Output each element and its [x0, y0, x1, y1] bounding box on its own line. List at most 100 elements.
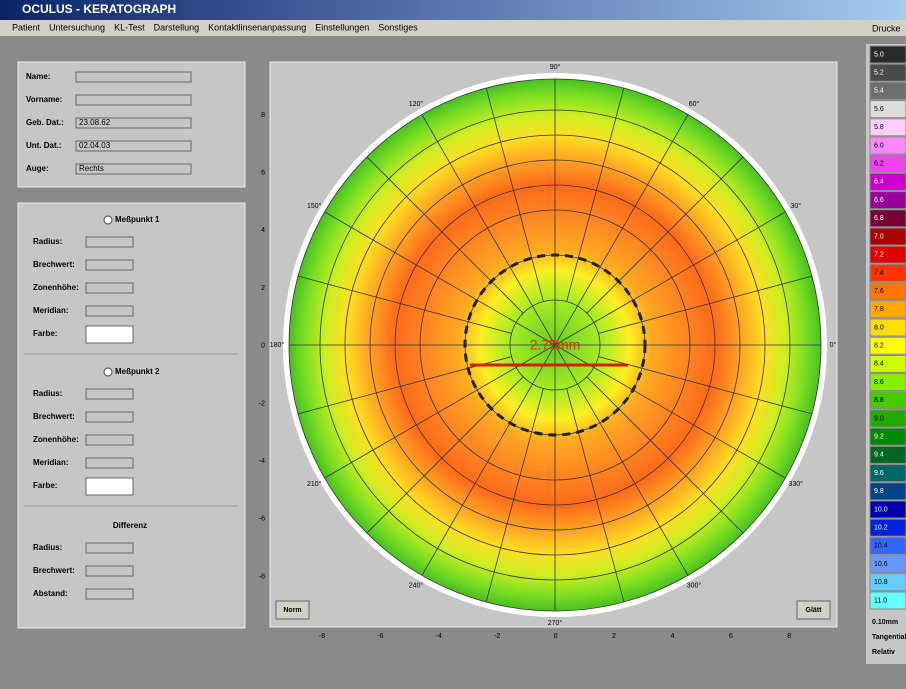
scale-swatch — [869, 63, 906, 82]
button-label[interactable]: Glätt — [806, 607, 823, 614]
scale-label: 6.0 — [874, 142, 884, 149]
scale-label: 10.0 — [874, 506, 888, 513]
scale-swatch — [869, 100, 906, 119]
field-label: Brechwert: — [33, 260, 75, 269]
menu-right[interactable]: Drucke — [872, 23, 901, 33]
input-field — [75, 94, 192, 106]
scale-swatch — [869, 227, 906, 246]
field-label: Brechwert: — [33, 412, 75, 421]
menu-item[interactable]: Patient — [12, 22, 41, 32]
field-label: Name: — [26, 72, 50, 81]
scale-swatch — [869, 482, 906, 501]
y-tick-label: -4 — [259, 458, 265, 465]
angle-label: 90° — [550, 63, 561, 71]
scale-swatch — [869, 300, 906, 319]
input-field — [75, 117, 192, 129]
button[interactable] — [796, 600, 831, 620]
scale-label: 9.8 — [874, 488, 884, 495]
section-title: Differenz — [113, 521, 147, 530]
distance-label: 2.75mm — [530, 337, 581, 353]
grid-radial — [586, 156, 744, 314]
field-label: Radius: — [33, 543, 62, 552]
scale-label: 10.2 — [874, 525, 888, 532]
menu-item[interactable]: Kontaktlinsenanpassung — [208, 22, 306, 32]
grid-radial — [554, 114, 689, 346]
grid-radial — [598, 275, 813, 334]
color-swatch — [85, 477, 134, 496]
color-swatch — [85, 325, 134, 344]
scale-label: 6.6 — [874, 197, 884, 204]
x-tick-label: 0 — [554, 633, 558, 640]
scale-label: 7.4 — [874, 270, 884, 277]
input-field — [85, 236, 134, 248]
button-label[interactable]: Norm — [283, 607, 301, 614]
field-label: Unt. Dat.: — [26, 141, 62, 150]
field-label: Abstand: — [33, 589, 68, 598]
menu-item[interactable]: Darstellung — [154, 22, 200, 32]
grid-radial — [485, 87, 544, 302]
scale-swatch — [869, 354, 906, 373]
grid-radial — [554, 344, 689, 576]
scale-label: 10.8 — [874, 579, 888, 586]
y-tick-label: 8 — [261, 112, 265, 119]
scale-label: 10.4 — [874, 543, 888, 550]
grid-radial — [566, 388, 625, 603]
angle-label: 0° — [830, 341, 837, 349]
scale-label: 7.0 — [874, 233, 884, 240]
angle-label: 240° — [409, 582, 424, 590]
scale-label: 6.4 — [874, 179, 884, 186]
scale-label: 10.6 — [874, 561, 888, 568]
x-tick-label: -8 — [319, 633, 325, 640]
grid-radial — [598, 356, 813, 415]
input-field — [85, 305, 134, 317]
menu-item[interactable]: Untersuchung — [49, 22, 105, 32]
scale-swatch — [869, 536, 906, 555]
x-tick-label: 2 — [612, 633, 616, 640]
grid-radial — [485, 388, 544, 603]
scale-swatch — [869, 409, 906, 428]
field-label: Geb. Dat.: — [26, 118, 64, 127]
field-value: Rechts — [79, 164, 104, 173]
input-field — [85, 282, 134, 294]
menu-item[interactable]: KL-Test — [114, 22, 145, 32]
angle-label: 30° — [790, 202, 801, 210]
field-label: Radius: — [33, 237, 62, 246]
scale-setting[interactable]: Tangential — [872, 634, 906, 641]
y-tick-label: -8 — [259, 573, 265, 580]
scale-label: 9.2 — [874, 434, 884, 441]
scale-label: 6.8 — [874, 215, 884, 222]
input-field — [75, 71, 192, 83]
input-field — [85, 388, 134, 400]
scale-label: 9.4 — [874, 452, 884, 459]
scale-swatch — [869, 573, 906, 592]
menu-item[interactable]: Einstellungen — [315, 22, 369, 32]
scale-label: 9.6 — [874, 470, 884, 477]
zone-circle — [463, 253, 647, 437]
x-tick-label: 6 — [729, 633, 733, 640]
grid-radial — [324, 211, 556, 346]
scale-label: 8.8 — [874, 397, 884, 404]
menu-item[interactable]: Sonstiges — [378, 22, 418, 32]
scale-swatch — [869, 45, 906, 64]
scale-label: 8.6 — [874, 379, 884, 386]
y-tick-label: -6 — [259, 516, 265, 523]
x-tick-label: -2 — [494, 633, 500, 640]
x-tick-label: -6 — [377, 633, 383, 640]
input-field — [75, 163, 192, 175]
scale-setting[interactable]: Relativ — [872, 649, 895, 656]
button[interactable] — [275, 600, 310, 620]
input-field — [85, 457, 134, 469]
scale-label: 8.2 — [874, 343, 884, 350]
field-label: Meridian: — [33, 458, 69, 467]
input-field — [85, 259, 134, 271]
scale-label: 9.0 — [874, 415, 884, 422]
field-label: Farbe: — [33, 481, 57, 490]
scale-swatch — [869, 154, 906, 173]
field-label: Brechwert: — [33, 566, 75, 575]
scale-setting: 0.10mm — [872, 619, 898, 626]
field-label: Meridian: — [33, 306, 69, 315]
radio-button[interactable] — [103, 215, 113, 225]
radio-button[interactable] — [103, 367, 113, 377]
section-title: Meßpunkt 1 — [115, 215, 160, 224]
